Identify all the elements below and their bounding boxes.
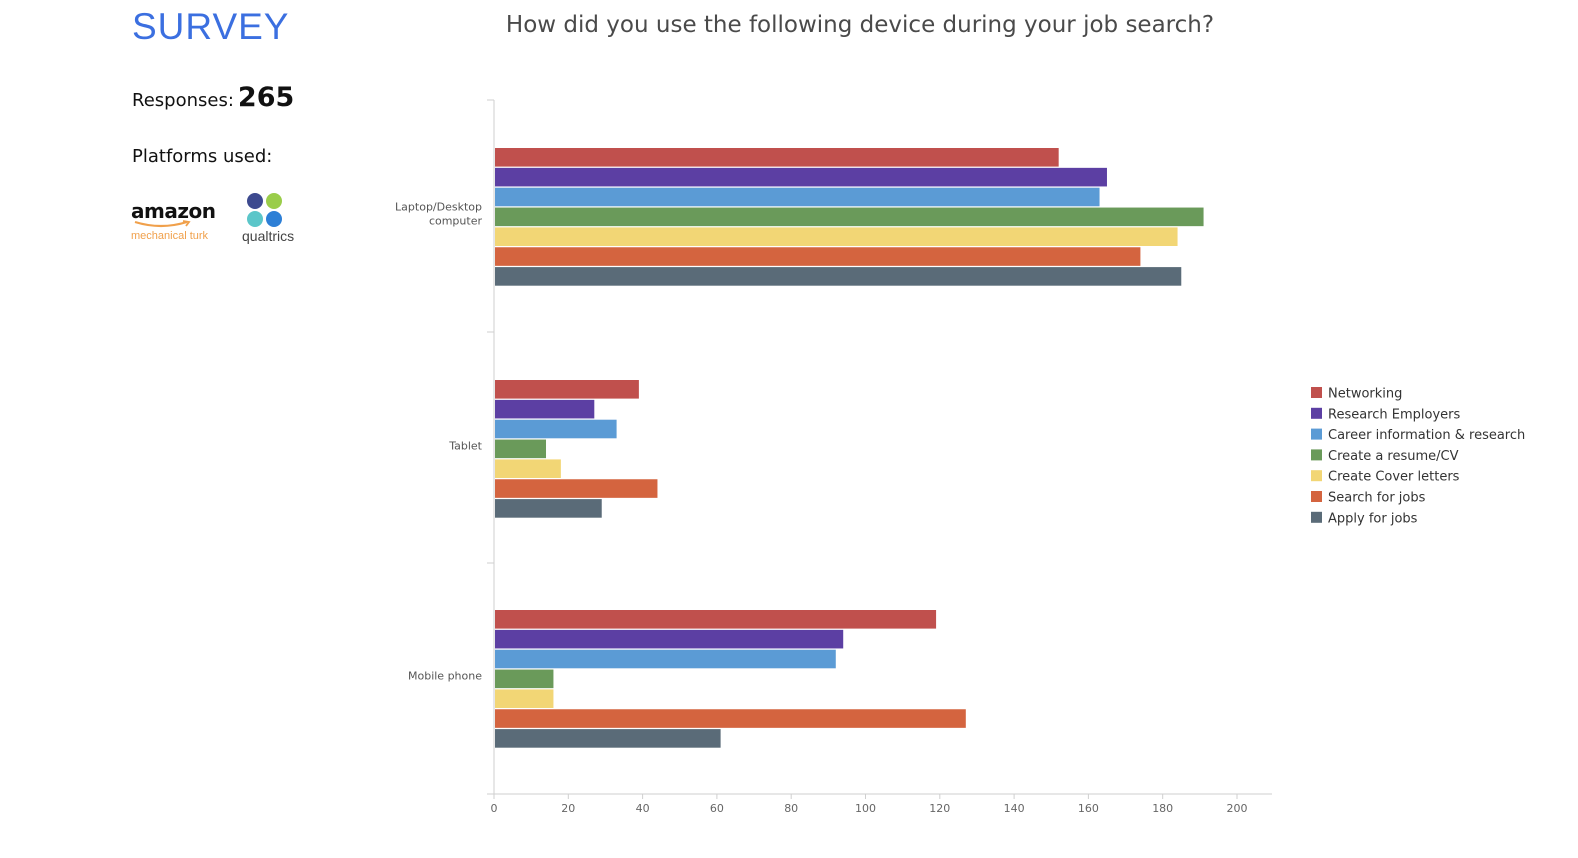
bar-1-3 bbox=[495, 439, 547, 459]
bar-1-1 bbox=[495, 399, 595, 419]
bar-1-6 bbox=[495, 499, 602, 518]
x-tick-label: 120 bbox=[929, 802, 950, 815]
legend-swatch-2 bbox=[1311, 428, 1322, 440]
legend-label: Create a resume/CV bbox=[1328, 449, 1459, 464]
bar-2-4 bbox=[495, 689, 554, 708]
bar-2-3 bbox=[495, 669, 554, 689]
x-tick-label: 100 bbox=[855, 802, 876, 815]
amazon-smile-icon bbox=[134, 220, 191, 228]
bar-1-4 bbox=[495, 459, 561, 478]
qualtrics-wordmark: qualtrics bbox=[242, 228, 295, 244]
chart-title: How did you use the following device dur… bbox=[506, 12, 1214, 38]
x-tick-label: 180 bbox=[1152, 802, 1173, 815]
responses-label: Responses: bbox=[132, 90, 234, 111]
legend-label: Search for jobs bbox=[1328, 491, 1426, 506]
legend-label: Create Cover letters bbox=[1328, 470, 1460, 485]
legend-label: Research Employers bbox=[1328, 407, 1460, 422]
x-tick-label: 20 bbox=[561, 802, 575, 815]
bar-2-0 bbox=[495, 610, 937, 629]
category-label: Mobile phone bbox=[408, 669, 482, 682]
bar-0-5 bbox=[495, 247, 1141, 266]
amazon-mechanical-turk-logo: amazon mechanical turk bbox=[131, 200, 217, 248]
bar-2-2 bbox=[495, 649, 836, 669]
x-tick-label: 140 bbox=[1004, 802, 1025, 815]
legend-label: Career information & research bbox=[1328, 428, 1525, 443]
survey-title: SURVEY bbox=[132, 6, 290, 47]
responses-summary: Responses: 265 bbox=[132, 82, 294, 113]
x-tick-label: 60 bbox=[710, 802, 724, 815]
bar-2-1 bbox=[495, 629, 844, 649]
amazon-subtitle: mechanical turk bbox=[131, 230, 209, 242]
legend-swatch-1 bbox=[1311, 407, 1322, 419]
category-label: Laptop/Desktop computer bbox=[395, 200, 482, 227]
qualtrics-dots-icon bbox=[247, 193, 282, 227]
category-label: Tablet bbox=[448, 439, 482, 452]
x-tick-label: 40 bbox=[636, 802, 650, 815]
bar-0-3 bbox=[495, 207, 1204, 227]
bar-0-2 bbox=[495, 187, 1100, 207]
bar-2-5 bbox=[495, 709, 966, 728]
legend-label: Networking bbox=[1328, 387, 1402, 402]
bar-0-0 bbox=[495, 148, 1059, 167]
legend-swatch-5 bbox=[1311, 491, 1322, 502]
qualtrics-logo: qualtrics bbox=[238, 190, 298, 248]
bar-1-2 bbox=[495, 419, 617, 439]
bar-1-5 bbox=[495, 479, 658, 498]
amazon-wordmark: amazon bbox=[131, 199, 216, 223]
x-tick-label: 0 bbox=[491, 802, 498, 815]
x-tick-label: 160 bbox=[1078, 802, 1099, 815]
legend-swatch-4 bbox=[1311, 470, 1322, 482]
bar-0-1 bbox=[495, 167, 1107, 187]
bar-0-4 bbox=[495, 227, 1178, 246]
bar-2-6 bbox=[495, 729, 721, 748]
legend-label: Apply for jobs bbox=[1328, 511, 1418, 526]
platforms-label: Platforms used: bbox=[132, 146, 273, 167]
x-tick-label: 200 bbox=[1227, 802, 1248, 815]
x-tick-label: 80 bbox=[784, 802, 798, 815]
legend-swatch-3 bbox=[1311, 449, 1322, 461]
responses-count: 265 bbox=[237, 82, 295, 113]
bar-0-6 bbox=[495, 267, 1182, 286]
bar-1-0 bbox=[495, 380, 639, 399]
legend-swatch-6 bbox=[1311, 511, 1322, 523]
legend-swatch-0 bbox=[1311, 387, 1322, 398]
